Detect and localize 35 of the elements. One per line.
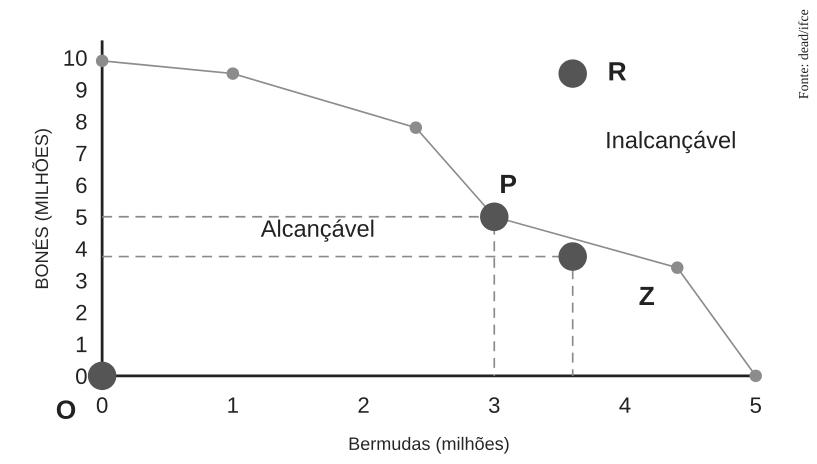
annotation: Alcançável [260,219,374,242]
point [410,121,422,134]
x-tick-label: 3 [488,397,500,413]
y-tick-label: 0 [76,368,87,384]
annotation: Z [639,286,654,306]
x-tick-label: 0 [96,397,108,413]
y-tick-label: 2 [76,304,86,320]
point [96,54,108,68]
source-note: Fonte: dead/ifce [798,10,808,99]
y-tick-label: 3 [76,272,87,289]
annotation: O [56,400,76,420]
x-axis-title: Bermudas (milhões) [350,436,509,454]
point [671,261,684,274]
y-tick-label: 6 [76,177,87,194]
annotation: R [609,62,626,80]
x-tick-label: 4 [619,397,631,413]
point [558,59,587,88]
y-tick-label: 5 [76,210,87,226]
y-tick-label: 4 [76,241,87,257]
x-tick-label: 5 [750,397,761,413]
y-tick-label: 10 [64,50,87,66]
y-tick-label: 9 [76,82,86,98]
y-tick-label: 7 [76,146,86,162]
annotation: Inalcançável [607,130,735,154]
y-axis-title: BONÉS (MILHÕES) [32,129,52,288]
point [88,362,116,390]
point [480,202,509,231]
point [749,370,762,382]
point [226,67,240,80]
x-tick-label: 2 [358,397,369,413]
point [558,242,587,271]
y-tick-label: 1 [76,336,86,352]
annotation: P [501,174,516,194]
x-tick-label: 1 [228,397,238,413]
y-tick-label: 8 [76,114,87,130]
